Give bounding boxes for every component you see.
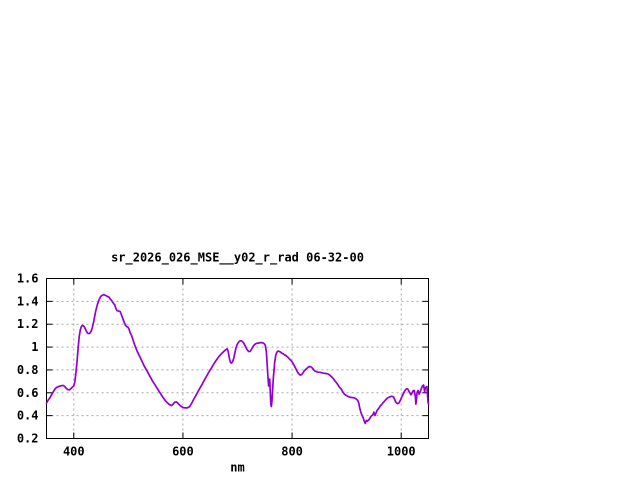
x-tick-label: 800 <box>281 445 303 459</box>
x-tick-label: 600 <box>172 445 194 459</box>
y-tick-label: 1.6 <box>17 272 39 286</box>
y-tick-label: 1.4 <box>17 294 39 308</box>
y-tick-label: 1.2 <box>17 317 39 331</box>
plot-frame <box>46 278 429 439</box>
spectrum-line <box>45 293 430 425</box>
chart-title: sr_2026_026_MSE__y02_r_rad 06-32-00 <box>111 251 364 266</box>
x-tick-label: 1000 <box>387 445 416 459</box>
tick-labels: 0.2 0.4 0.6 0.8 1 1.2 1.4 1.6 400 600 800 1000 <box>17 272 416 459</box>
y-tick-label: 0.8 <box>17 363 39 377</box>
x-axis-label: nm <box>230 461 244 475</box>
y-tick-label: 1 <box>31 340 38 354</box>
y-tick-label: 0.6 <box>17 386 39 400</box>
x-tick-label: 400 <box>63 445 85 459</box>
y-tick-label: 0.2 <box>17 432 39 446</box>
axis-ticks <box>46 278 429 439</box>
grid-lines <box>46 278 429 439</box>
y-tick-label: 0.4 <box>17 409 39 423</box>
